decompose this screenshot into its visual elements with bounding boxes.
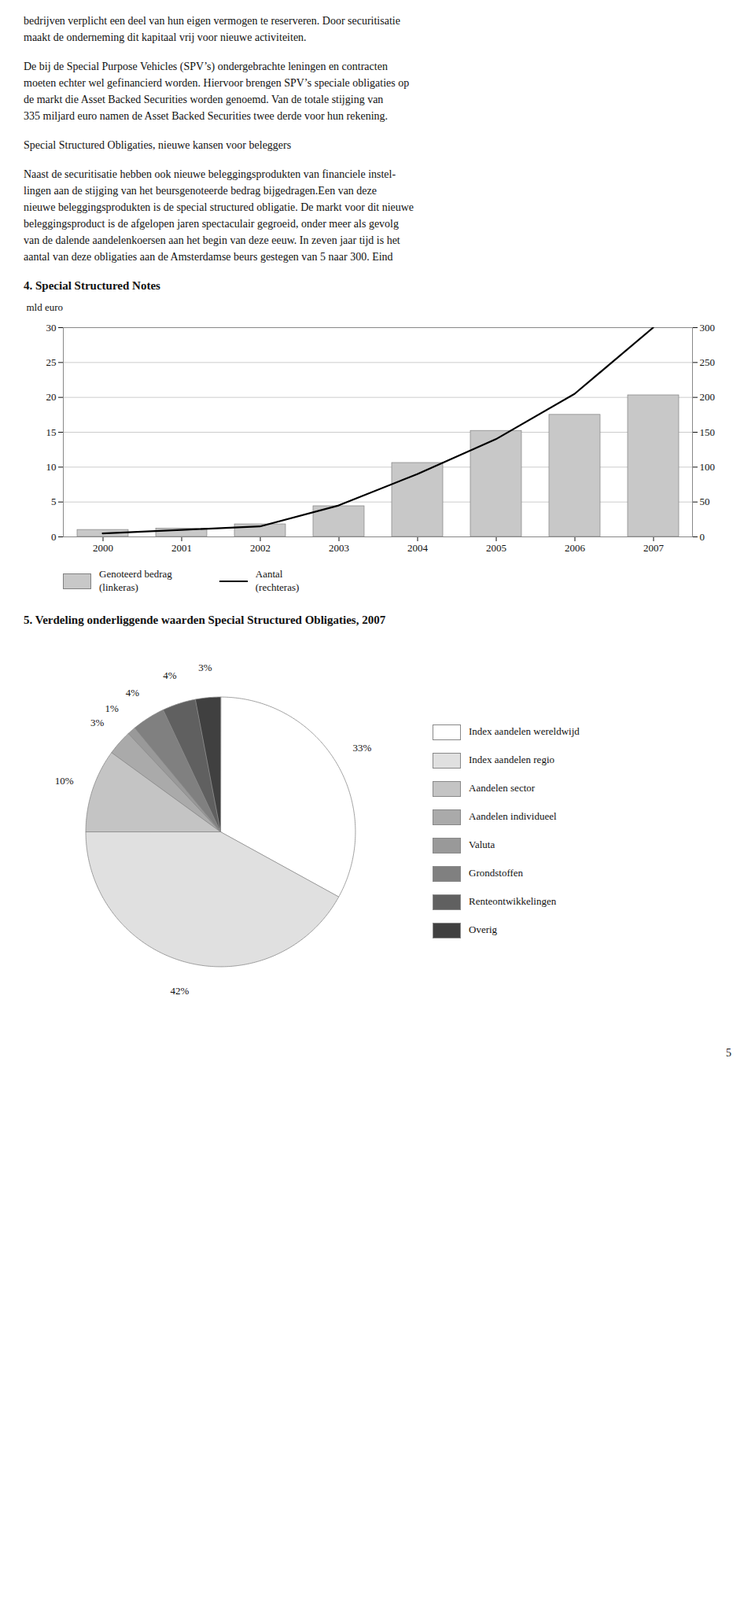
html-text:Grondstoffen: Grondstoffen bbox=[468, 866, 524, 879]
html-text:bedrijven verplicht een deel v: bedrijven verplicht een deel van hun eig… bbox=[23, 14, 401, 44]
svg-text:15: 15 bbox=[46, 426, 57, 439]
svg-text:mld euro: mld euro bbox=[26, 301, 64, 314]
svg-text:300: 300 bbox=[699, 321, 716, 334]
svg-text:10: 10 bbox=[46, 460, 57, 473]
svg-text:0: 0 bbox=[699, 530, 706, 543]
html-text:Genoteerd bedrag (linkeras): Genoteerd bedrag (linkeras) bbox=[99, 567, 173, 593]
svg-text:150: 150 bbox=[699, 426, 716, 439]
svg-text:2003: 2003 bbox=[328, 541, 350, 554]
svg-text:2007: 2007 bbox=[643, 541, 665, 554]
svg-text:3%: 3% bbox=[198, 661, 213, 674]
svg-text:250: 250 bbox=[699, 356, 716, 369]
html-text:Overig: Overig bbox=[468, 923, 498, 936]
html-text:Aandelen sector: Aandelen sector bbox=[468, 781, 535, 794]
svg-text:100: 100 bbox=[699, 460, 716, 473]
html-text:5: 5 bbox=[725, 1046, 732, 1059]
svg-text:2000: 2000 bbox=[92, 541, 114, 554]
html-text:De bij de Special Purpose Vehi: De bij de Special Purpose Vehicles (SPV’… bbox=[23, 60, 410, 122]
html-text:Valuta: Valuta bbox=[468, 838, 495, 851]
svg-text:33%: 33% bbox=[353, 741, 372, 754]
svg-text:1%: 1% bbox=[105, 702, 120, 715]
svg-text:2006: 2006 bbox=[564, 541, 586, 554]
html-text:Aantal (rechteras): Aantal (rechteras) bbox=[255, 567, 300, 593]
html-text:Index aandelen regio: Index aandelen regio bbox=[468, 753, 555, 766]
svg-text:20: 20 bbox=[46, 390, 57, 403]
svg-text:5: 5 bbox=[51, 495, 57, 508]
svg-text:4%: 4% bbox=[162, 669, 177, 682]
html-text:Special Structured Obligaties,: Special Structured Obligaties, nieuwe ka… bbox=[23, 139, 292, 151]
svg-text:50: 50 bbox=[699, 495, 711, 508]
svg-text:30: 30 bbox=[46, 321, 57, 334]
html-text:Naast de securitisatie hebben: Naast de securitisatie hebben ook nieuwe… bbox=[23, 168, 414, 263]
html-text:Aandelen individueel: Aandelen individueel bbox=[468, 810, 557, 823]
html-text:4. Special Structured Notes: 4. Special Structured Notes bbox=[23, 279, 161, 292]
html-text:Index aandelen wereldwijd: Index aandelen wereldwijd bbox=[468, 725, 580, 738]
svg-text:200: 200 bbox=[699, 390, 716, 403]
svg-text:3%: 3% bbox=[90, 716, 105, 729]
svg-text:2004: 2004 bbox=[407, 541, 429, 554]
svg-text:42%: 42% bbox=[170, 984, 190, 997]
svg-text:2005: 2005 bbox=[486, 541, 507, 554]
svg-text:4%: 4% bbox=[125, 686, 140, 699]
html-text:5. Verdeling onderliggende waa: 5. Verdeling onderliggende waarden Speci… bbox=[23, 613, 386, 626]
svg-text:2001: 2001 bbox=[171, 541, 192, 554]
html-text:Renteontwikkelingen: Renteontwikkelingen bbox=[468, 895, 557, 908]
svg-text:10%: 10% bbox=[55, 774, 74, 787]
svg-text:0: 0 bbox=[51, 530, 57, 543]
svg-text:25: 25 bbox=[46, 356, 57, 369]
svg-text:2002: 2002 bbox=[250, 541, 271, 554]
